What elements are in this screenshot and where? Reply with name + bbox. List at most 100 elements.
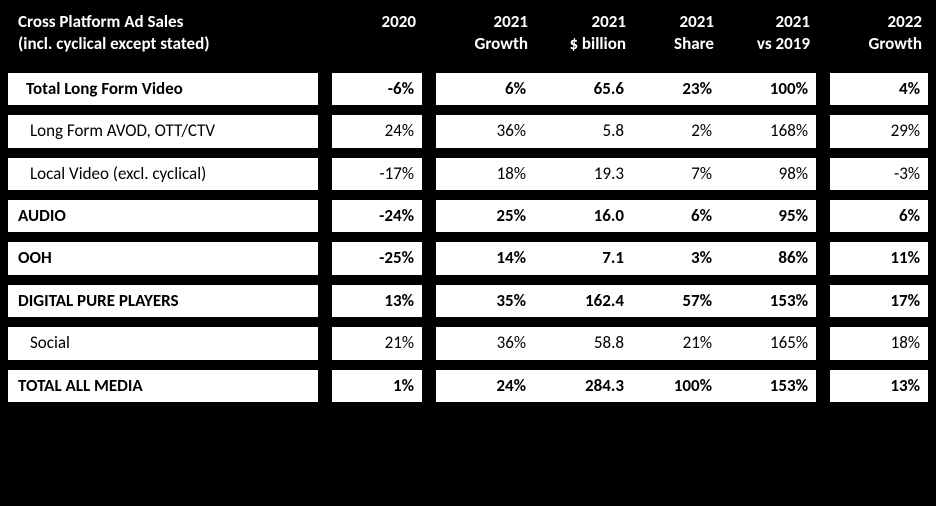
col-header-0-l1: 2020 — [332, 8, 422, 34]
cell-gap — [422, 242, 436, 274]
cell-gap — [318, 73, 332, 105]
cell-value: 2% — [632, 115, 720, 147]
header-title-line1: Cross Platform Ad Sales — [8, 8, 318, 34]
cell-value: 36% — [436, 115, 534, 147]
row-label: TOTAL ALL MEDIA — [8, 370, 318, 402]
col-header-2-l2: $ billion — [534, 34, 632, 62]
table-container: Cross Platform Ad Sales 2020 2021 2021 2… — [0, 0, 936, 410]
table-row: Social21%36%58.821%165%18% — [8, 327, 928, 359]
cell-value: 168% — [720, 115, 816, 147]
cell-value: 24% — [436, 370, 534, 402]
cell-value: 7% — [632, 158, 720, 190]
cell-value: -3% — [830, 158, 928, 190]
cell-value: 6% — [830, 200, 928, 232]
header-title-line2: (incl. cyclical except stated) — [8, 34, 318, 62]
cell-gap — [318, 242, 332, 274]
row-label: Social — [8, 327, 318, 359]
cell-value: 17% — [830, 285, 928, 317]
header-gap — [422, 8, 436, 34]
cell-gap — [816, 73, 830, 105]
table-row: Total Long Form Video -6% 6%65.623%100% 4% — [8, 73, 928, 105]
cell-value: 24% — [332, 115, 422, 147]
col-header-1-l2: Growth — [436, 34, 534, 62]
cell-gap — [816, 200, 830, 232]
row-label: DIGITAL PURE PLAYERS — [8, 285, 318, 317]
cell-value: 162.4 — [534, 285, 632, 317]
cell-value: 6% — [436, 73, 534, 105]
row-label: OOH — [8, 242, 318, 274]
col-header-1-l1: 2021 — [436, 8, 534, 34]
cell-gap — [422, 158, 436, 190]
cell-gap — [422, 73, 436, 105]
row-label: Local Video (excl. cyclical) — [8, 158, 318, 190]
header-gap — [318, 34, 332, 62]
cell-value: 11% — [830, 242, 928, 274]
cell-value: 18% — [830, 327, 928, 359]
cell-value: 36% — [436, 327, 534, 359]
cell-gap — [422, 200, 436, 232]
cell-value: 14% — [436, 242, 534, 274]
col-header-3-l2: Share — [632, 34, 720, 62]
cell-value: 25% — [436, 200, 534, 232]
cell-gap — [422, 327, 436, 359]
cell-gap — [816, 370, 830, 402]
cell-value: -24% — [332, 200, 422, 232]
cell-value: 5.8 — [534, 115, 632, 147]
cell-value: 21% — [332, 327, 422, 359]
cell-value: 57% — [632, 285, 720, 317]
col-header-4-l1: 2021 — [720, 8, 816, 34]
cell-gap — [422, 285, 436, 317]
cell-value: 23% — [632, 73, 720, 105]
cell-value: 100% — [720, 73, 816, 105]
header-gap — [816, 34, 830, 62]
header-gap — [318, 8, 332, 34]
table-row: AUDIO-24%25%16.06%95%6% — [8, 200, 928, 232]
cell-value: 7.1 — [534, 242, 632, 274]
cell-gap — [318, 200, 332, 232]
cell-value: 18% — [436, 158, 534, 190]
table-row: TOTAL ALL MEDIA1%24%284.3100%153%13% — [8, 370, 928, 402]
cell-gap — [318, 327, 332, 359]
cell-value: 100% — [632, 370, 720, 402]
cell-gap — [318, 285, 332, 317]
header-gap — [816, 8, 830, 34]
cell-gap — [816, 327, 830, 359]
col-header-5-l2: Growth — [830, 34, 928, 62]
cell-value: 1% — [332, 370, 422, 402]
cell-gap — [816, 285, 830, 317]
cell-value: -6% — [332, 73, 422, 105]
col-header-4-l2: vs 2019 — [720, 34, 816, 62]
cell-value: 4% — [830, 73, 928, 105]
row-label: Total Long Form Video — [8, 73, 318, 105]
table-row: Local Video (excl. cyclical) -17% 18%19.37… — [8, 158, 928, 190]
col-header-2-l1: 2021 — [534, 8, 632, 34]
cell-value: 13% — [332, 285, 422, 317]
cell-value: 21% — [632, 327, 720, 359]
cell-value: -25% — [332, 242, 422, 274]
row-label: Long Form AVOD, OTT/CTV — [8, 115, 318, 147]
col-header-3-l1: 2021 — [632, 8, 720, 34]
cell-gap — [422, 115, 436, 147]
cell-value: 86% — [720, 242, 816, 274]
cell-value: 19.3 — [534, 158, 632, 190]
cell-gap — [318, 370, 332, 402]
cell-value: 3% — [632, 242, 720, 274]
cell-gap — [816, 158, 830, 190]
cell-value: -17% — [332, 158, 422, 190]
table-row: DIGITAL PURE PLAYERS 13% 35%162.457%153% 17… — [8, 285, 928, 317]
cell-gap — [422, 370, 436, 402]
cell-value: 98% — [720, 158, 816, 190]
cell-value: 35% — [436, 285, 534, 317]
table-body: Total Long Form Video-6%6%65.623%100%4%L… — [8, 63, 928, 402]
cell-value: 65.6 — [534, 73, 632, 105]
row-label: AUDIO — [8, 200, 318, 232]
cell-value: 95% — [720, 200, 816, 232]
cell-gap — [816, 242, 830, 274]
table-row: Long Form AVOD, OTT/CTV 24% 36%5.82%168% 29… — [8, 115, 928, 147]
cell-value: 153% — [720, 285, 816, 317]
cell-gap — [318, 158, 332, 190]
cell-value: 6% — [632, 200, 720, 232]
cell-value: 29% — [830, 115, 928, 147]
cell-gap — [318, 115, 332, 147]
col-header-5-l1: 2022 — [830, 8, 928, 34]
